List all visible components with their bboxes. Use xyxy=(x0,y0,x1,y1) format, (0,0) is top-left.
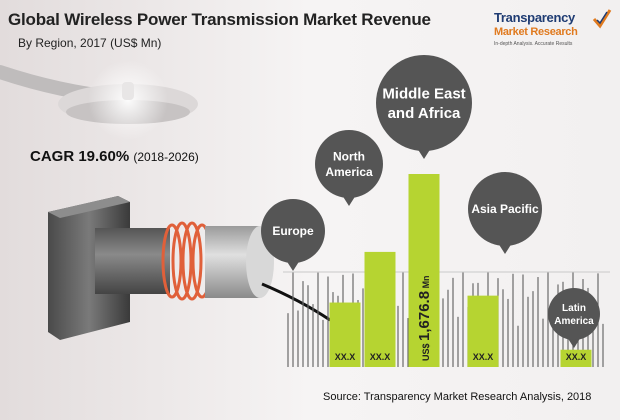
cagr-callout: CAGR 19.60% (2018-2026) xyxy=(30,148,199,165)
bar-3 xyxy=(467,295,499,367)
chart-subtitle: By Region, 2017 (US$ Mn) xyxy=(18,36,162,50)
category-bubble: Europe xyxy=(261,199,325,271)
bar-data-label: XX.X xyxy=(566,352,587,362)
logo-line-2: Market Research xyxy=(494,26,578,38)
category-label: Asia Pacific xyxy=(471,202,539,216)
category-label: Europe xyxy=(272,224,314,238)
bar-1 xyxy=(364,251,396,367)
category-label: and Africa xyxy=(388,105,461,122)
category-bubble: Latin America xyxy=(548,288,600,348)
bar-data-label: US$ 1,676.8 Mn xyxy=(416,275,433,361)
logo-tagline: In-depth Analysis. Accurate Results xyxy=(494,41,573,47)
cagr-value: CAGR 19.60% xyxy=(30,148,130,165)
source-note: Source: Transparency Market Research Ana… xyxy=(323,391,592,403)
check-mark-icon xyxy=(592,9,612,29)
bar-0 xyxy=(329,302,361,367)
category-label: North xyxy=(333,149,365,163)
category-bubble: North America xyxy=(315,130,383,206)
category-label: Latin xyxy=(562,303,586,314)
cagr-years: (2018-2026) xyxy=(133,150,199,164)
category-bubble: Asia Pacific xyxy=(468,172,542,254)
category-bubble: Middle East and Africa xyxy=(376,55,472,159)
bar-data-label: XX.X xyxy=(370,352,391,362)
logo-line-1: Transparency xyxy=(494,10,575,25)
category-label: America xyxy=(554,316,594,327)
bar-2 xyxy=(408,174,440,367)
bar-4 xyxy=(560,349,592,367)
bar-data-label: XX.X xyxy=(473,352,494,362)
bar-data-label: XX.X xyxy=(335,352,356,362)
category-label: America xyxy=(325,165,373,179)
chart-title: Global Wireless Power Transmission Marke… xyxy=(8,10,431,29)
company-logo: Transparency Market Research In-depth An… xyxy=(494,8,614,58)
category-label: Middle East xyxy=(382,86,465,103)
